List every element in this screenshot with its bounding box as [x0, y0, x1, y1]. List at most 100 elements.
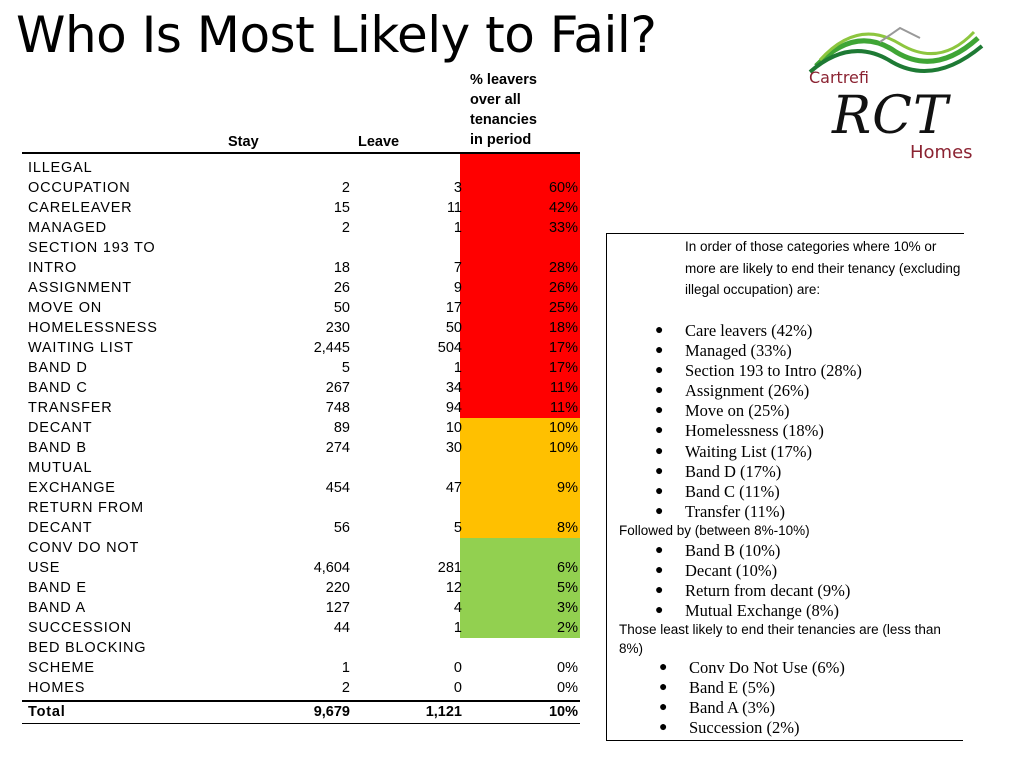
category-line: BAND B: [28, 440, 87, 456]
note-intro-text: In order of those categories where 10% o…: [685, 239, 961, 297]
row-stay-value: 5: [341, 360, 350, 376]
row-percent-value: 8%: [557, 520, 578, 536]
row-stay-value: 18: [333, 260, 350, 276]
row-leave-value: 0: [453, 660, 462, 676]
total-percent-value: 10%: [548, 704, 578, 720]
row-stay-value: 230: [325, 320, 350, 336]
category-line: SUCCESSION: [28, 620, 132, 636]
bullet-icon: ●: [659, 720, 668, 736]
bullet-icon: ●: [655, 503, 664, 519]
row-category: MUTUAL EXCHANGE: [28, 458, 116, 498]
category-line: EXCHANGE: [28, 480, 116, 496]
table-row: MOVE ON 50 17 25%: [22, 298, 580, 318]
bullet-icon: ●: [655, 483, 664, 499]
note-list-item-text: Waiting List (17%): [685, 441, 812, 461]
table-row: HOMES 2 0 0%: [22, 678, 580, 698]
category-line: USE: [28, 560, 61, 576]
header-pct-line: tenancies: [470, 112, 537, 128]
note-list-item: ● Managed (33%): [655, 341, 862, 361]
row-category: BAND D: [28, 358, 88, 378]
bullet-icon: ●: [655, 563, 664, 579]
bullet-icon: ●: [659, 660, 668, 675]
logo-homes-text: Homes: [910, 142, 973, 163]
row-leave-value: 9: [453, 280, 462, 296]
percent-band-fill: [460, 378, 580, 398]
table-row: WAITING LIST 2,445 504 17%: [22, 338, 580, 358]
row-percent-value: 33%: [548, 220, 578, 236]
percent-band-fill: [460, 618, 580, 638]
row-stay-value: 89: [333, 420, 350, 436]
category-line: DECANT: [28, 420, 93, 436]
row-stay-value: 267: [325, 380, 350, 396]
note-list-item-text: Succession (2%): [689, 718, 800, 738]
table-row: MUTUAL EXCHANGE 454 47 9%: [22, 458, 580, 498]
table-row: DECANT 89 10 10%: [22, 418, 580, 438]
table-row: BAND E 220 12 5%: [22, 578, 580, 598]
row-category: ILLEGAL OCCUPATION: [28, 158, 131, 198]
summary-note-box: In order of those categories where 10% o…: [606, 233, 963, 741]
row-leave-value: 30: [445, 440, 462, 456]
note-list-item: ● Band E (5%): [659, 678, 845, 698]
table-row: MANAGED 2 1 33%: [22, 218, 580, 238]
category-line: BAND C: [28, 380, 88, 396]
row-stay-value: 15: [333, 200, 350, 216]
percent-band-fill: [460, 398, 580, 418]
note-list-item-text: Band A (3%): [689, 698, 776, 718]
note-list-item: ● Section 193 to Intro (28%): [655, 361, 862, 381]
note-list-item-text: Decant (10%): [685, 561, 778, 581]
note-list-item-text: Band B (10%): [685, 541, 781, 560]
row-percent-value: 2%: [557, 620, 578, 636]
row-stay-value: 274: [325, 440, 350, 456]
row-leave-value: 281: [437, 560, 462, 576]
row-category: WAITING LIST: [28, 338, 134, 358]
cartrefi-rct-homes-logo: Cartrefi RCT Homes: [796, 14, 986, 174]
percent-band-fill: [460, 338, 580, 358]
row-stay-value: 44: [333, 620, 350, 636]
logo-cartrefi-text: Cartrefi: [809, 68, 869, 87]
row-stay-value: 454: [325, 480, 350, 496]
table-row: BED BLOCKING SCHEME 1 0 0%: [22, 638, 580, 678]
category-line: SECTION 193 TO: [28, 240, 156, 256]
note-least-text: Those least likely to end their tenancie…: [619, 622, 941, 656]
note-list-item: ● Band D (17%): [655, 462, 862, 482]
note-list-item: ● Care leavers (42%): [655, 321, 862, 341]
row-leave-value: 4: [453, 600, 462, 616]
row-leave-value: 34: [445, 380, 462, 396]
note-list-item-text: Managed (33%): [685, 341, 792, 361]
note-list-item: ● Band A (3%): [659, 698, 845, 718]
row-category: SUCCESSION: [28, 618, 132, 638]
note-list-item-text: Conv Do Not Use (6%): [689, 658, 845, 677]
row-leave-value: 50: [445, 320, 462, 336]
percent-band-fill: [460, 678, 580, 698]
header-pct-line: % leavers: [470, 72, 537, 88]
note-list-item: ● Succession (2%): [659, 718, 845, 738]
row-leave-value: 11: [446, 200, 462, 216]
percent-band-fill: [460, 358, 580, 378]
row-category: SECTION 193 TO INTRO: [28, 238, 156, 278]
percent-band-fill: [460, 318, 580, 338]
note-list-item: ● Return from decant (9%): [655, 581, 850, 601]
category-line: BAND A: [28, 600, 86, 616]
table-row: CARELEAVER 15 11 42%: [22, 198, 580, 218]
row-leave-value: 3: [453, 180, 462, 196]
note-list-mid: ● Band B (10%) ● Decant (10%) ● Return from d…: [655, 541, 850, 621]
total-row: Total 9,679 1,121 10%: [22, 702, 580, 722]
note-list-item-text: Section 193 to Intro (28%): [685, 361, 862, 381]
row-category: DECANT: [28, 418, 92, 438]
note-list-high: ● Care leavers (42%) ● Managed (33%) ● Sectio…: [655, 321, 862, 522]
note-list-item-text: Assignment (26%): [685, 381, 810, 401]
note-list-item: ● Transfer (11%): [655, 502, 862, 522]
bullet-icon: ●: [655, 583, 664, 599]
bullet-icon: ●: [655, 603, 664, 619]
row-percent-value: 11%: [550, 400, 578, 416]
percent-band-fill: [460, 538, 580, 578]
row-percent-value: 25%: [548, 300, 578, 316]
row-stay-value: 220: [325, 580, 350, 596]
note-list-item: ● Conv Do Not Use (6%): [659, 658, 845, 678]
total-stay-value: 9,679: [313, 704, 350, 720]
row-category: ASSIGNMENT: [28, 278, 132, 298]
row-category: CONV DO NOT USE: [28, 538, 139, 578]
table-row: BAND C 267 34 11%: [22, 378, 580, 398]
row-stay-value: 4,604: [313, 560, 350, 576]
row-leave-value: 94: [445, 400, 462, 416]
